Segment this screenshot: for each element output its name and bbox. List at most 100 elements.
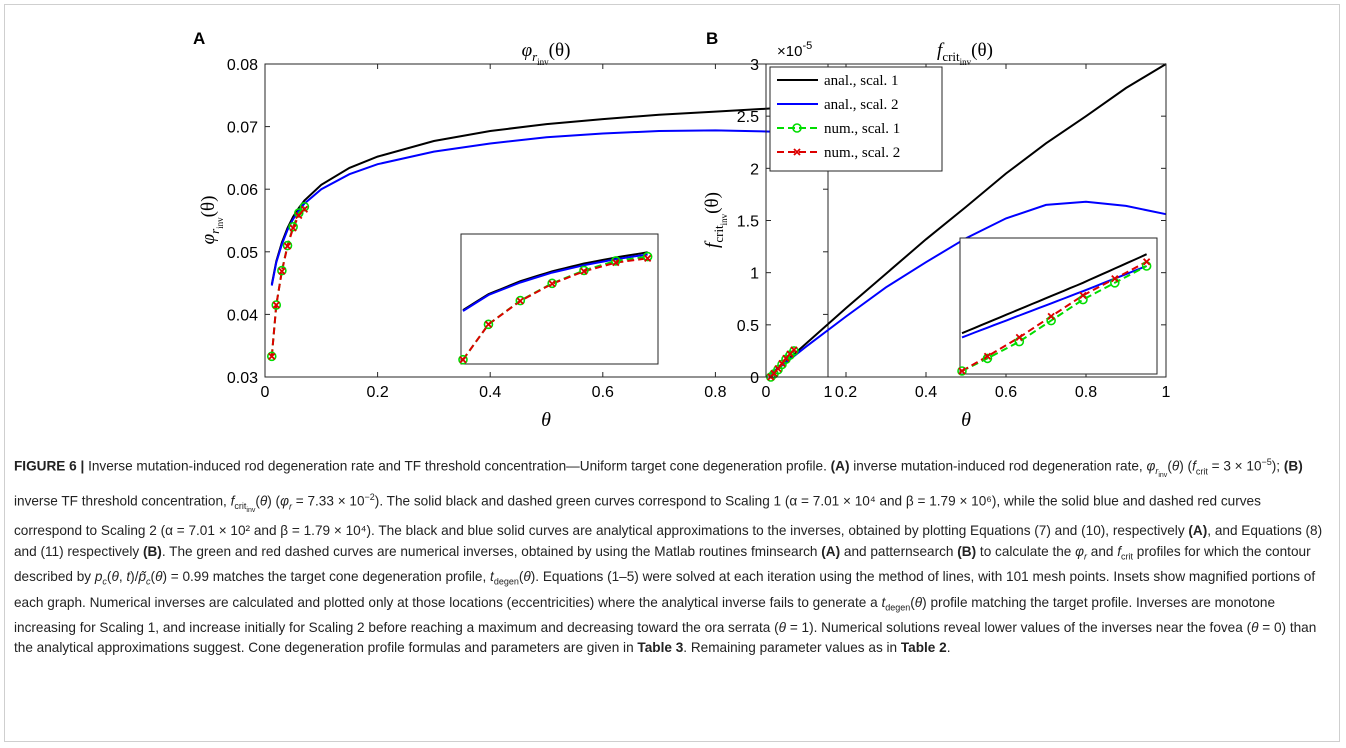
caption-text-2: inverse mutation-induced rod degeneratio… bbox=[849, 458, 1147, 474]
marker-x-panel-a-3-6 bbox=[300, 205, 309, 213]
marker-circle-panel-b-inset-2-1 bbox=[982, 353, 993, 364]
marker-circle-panel-a-2-2 bbox=[277, 265, 287, 276]
caption-ref-table2: Table 2 bbox=[900, 640, 947, 656]
marker-circle-legend-2 bbox=[792, 123, 802, 133]
marker-circle-panel-a-2-1 bbox=[271, 300, 282, 310]
panel-b-ytick-label: 2 bbox=[750, 161, 759, 178]
panel-a-xlabel: θ bbox=[541, 409, 551, 431]
panel-b-exponent: ×10-5 bbox=[777, 40, 812, 60]
figure-panels: A φrinv(θ) φrinv(θ) θ 0 0.2 0.4 0.6 0.8 1 0.03… bbox=[193, 29, 1171, 431]
marker-circle-panel-a-inset-2-1 bbox=[483, 319, 494, 330]
marker-x-panel-a-3-3 bbox=[283, 242, 292, 250]
marker-x-panel-b-inset-3-3 bbox=[1047, 312, 1055, 321]
panel-b-series-0 bbox=[770, 63, 1167, 375]
marker-x-legend-3 bbox=[793, 148, 801, 156]
marker-x-panel-a-inset-3-0 bbox=[459, 356, 467, 364]
svg-text:fcritinv(θ): fcritinv(θ) bbox=[702, 192, 729, 248]
marker-x-panel-a-inset-3-1 bbox=[484, 320, 493, 328]
panel-b-xtick-label: 0 bbox=[762, 384, 771, 401]
marker-x-panel-b-inset-3-1 bbox=[983, 352, 992, 360]
panel-a-series-1 bbox=[270, 129, 829, 286]
panel-a-xtick-label: 0 bbox=[261, 384, 270, 401]
panel-a-ytick-label: 0.06 bbox=[227, 182, 258, 199]
panel-a-ytick-label: 0.08 bbox=[227, 57, 258, 74]
panel-b-ytick-label: 3 bbox=[750, 57, 759, 74]
panel-b-letter: B bbox=[706, 29, 718, 48]
panel-b-ytick-label: 0 bbox=[750, 370, 759, 387]
caption-lead: FIGURE 6 | bbox=[14, 458, 89, 474]
panel-a-inset bbox=[458, 233, 659, 365]
marker-x-panel-a-3-1 bbox=[272, 301, 280, 309]
marker-circle-panel-a-inset-2-2 bbox=[515, 295, 526, 306]
marker-x-panel-b-inset-3-6 bbox=[1142, 258, 1151, 266]
marker-circle-panel-a-2-0 bbox=[266, 351, 277, 362]
caption-ref-table3: Table 3 bbox=[637, 640, 684, 656]
panel-a-ylabel: φrinv(θ) bbox=[198, 196, 225, 245]
panel-a-title: φrinv(θ) bbox=[522, 40, 571, 67]
figure-frame bbox=[4, 4, 1340, 742]
panel-b-ytick-label: 2.5 bbox=[737, 109, 759, 126]
marker-x-panel-a-inset-3-4 bbox=[580, 267, 588, 275]
legend-label-2: num., scal. 1 bbox=[824, 121, 900, 137]
panel-a-inset-series-2 bbox=[462, 255, 648, 361]
panel-a-xtick-label: 0.4 bbox=[479, 384, 501, 401]
panel-a-curves bbox=[266, 104, 829, 362]
panel-a-xtick-label: 0.8 bbox=[704, 384, 726, 401]
marker-circle-panel-a-inset-2-6 bbox=[642, 251, 653, 262]
legend-label-1: anal., scal. 2 bbox=[824, 97, 899, 113]
svg-text:φrinv(θ): φrinv(θ) bbox=[198, 196, 225, 245]
marker-circle-panel-a-2-6 bbox=[299, 201, 310, 212]
marker-x-panel-b-3-6 bbox=[790, 346, 798, 354]
marker-x-panel-a-inset-3-2 bbox=[516, 297, 524, 305]
legend-label-0: anal., scal. 1 bbox=[824, 73, 899, 89]
marker-x-panel-b-inset-3-2 bbox=[1015, 333, 1023, 342]
marker-circle-panel-b-inset-2-0 bbox=[957, 366, 967, 376]
panel-a-letter: A bbox=[193, 29, 205, 48]
panel-b-ylabel: fcritinv(θ) bbox=[702, 192, 729, 248]
marker-circle-panel-a-inset-2-4 bbox=[579, 265, 589, 276]
marker-x-panel-a-3-4 bbox=[289, 224, 297, 232]
panel-b-inset-series-2 bbox=[961, 265, 1148, 372]
panel-a-ytick-label: 0.05 bbox=[227, 245, 258, 262]
panel-b-xtick-label: 0.2 bbox=[835, 384, 857, 401]
panel-b-legend: anal., scal. 1 anal., scal. 2 num., scal. … bbox=[769, 66, 943, 172]
panel-a: A φrinv(θ) φrinv(θ) θ 0 0.2 0.4 0.6 0.8 1 0.03… bbox=[193, 29, 833, 431]
panel-b-ytick-label: 0.5 bbox=[737, 318, 759, 335]
caption-text-rest: The solid black and dashed green curves … bbox=[14, 493, 1261, 539]
caption-text-3: inverse TF threshold concentration, bbox=[14, 493, 231, 509]
panel-b-curves bbox=[765, 63, 1167, 382]
panel-b: B fcritinv(θ) ×10-5 fcritinv(θ) θ 0 0.2 0.… bbox=[702, 29, 1171, 431]
marker-circle-panel-a-inset-2-3 bbox=[547, 278, 557, 289]
panel-a-axes-box bbox=[264, 63, 829, 378]
marker-x-panel-a-inset-3-6 bbox=[643, 254, 652, 262]
panel-b-ytick-label: 1 bbox=[750, 266, 759, 283]
caption-ref-b: (B) bbox=[1283, 458, 1303, 474]
marker-x-panel-a-inset-3-3 bbox=[548, 280, 556, 288]
caption-title: Inverse mutation-induced rod degeneratio… bbox=[88, 458, 831, 474]
panel-a-inset-curves bbox=[458, 251, 653, 365]
marker-circle-panel-a-inset-2-5 bbox=[610, 256, 621, 266]
figure-caption: FIGURE 6 | Inverse mutation-induced rod … bbox=[14, 457, 1323, 656]
panel-a-xtick-label: 0.6 bbox=[592, 384, 614, 401]
panel-b-xtick-label: 0.8 bbox=[1075, 384, 1097, 401]
marker-x-panel-a-3-2 bbox=[278, 267, 286, 275]
marker-circle-panel-a-2-5 bbox=[293, 208, 304, 218]
legend-label-3: num., scal. 2 bbox=[824, 145, 900, 161]
panel-b-axes-box bbox=[765, 63, 1167, 378]
panel-b-xtick-label: 0.6 bbox=[995, 384, 1017, 401]
panel-a-ytick-label: 0.03 bbox=[227, 370, 258, 387]
panel-b-inset-curves bbox=[957, 253, 1152, 376]
panel-b-inset bbox=[957, 237, 1158, 376]
panel-b-ytick-label: 1.5 bbox=[737, 214, 759, 231]
panel-a-ticks: 0 0.2 0.4 0.6 0.8 1 0.03 0.04 0.05 0.06 0.07 0.08 bbox=[227, 57, 833, 401]
marker-x-panel-b-inset-3-0 bbox=[958, 367, 966, 375]
panel-b-ticks: 0 0.2 0.4 0.6 0.8 1 0 0.5 1 1.5 2 2.5 3 bbox=[737, 57, 1171, 401]
panel-a-ytick-label: 0.04 bbox=[227, 307, 258, 324]
panel-a-ytick-label: 0.07 bbox=[227, 120, 258, 137]
panel-a-series-3 bbox=[270, 208, 306, 357]
panel-b-xlabel: θ bbox=[961, 409, 971, 431]
marker-circle-panel-a-2-3 bbox=[282, 240, 293, 251]
caption-ref-a: (A) bbox=[830, 458, 850, 474]
marker-circle-panel-a-inset-2-0 bbox=[458, 354, 468, 365]
marker-x-panel-b-inset-3-4 bbox=[1079, 291, 1087, 300]
